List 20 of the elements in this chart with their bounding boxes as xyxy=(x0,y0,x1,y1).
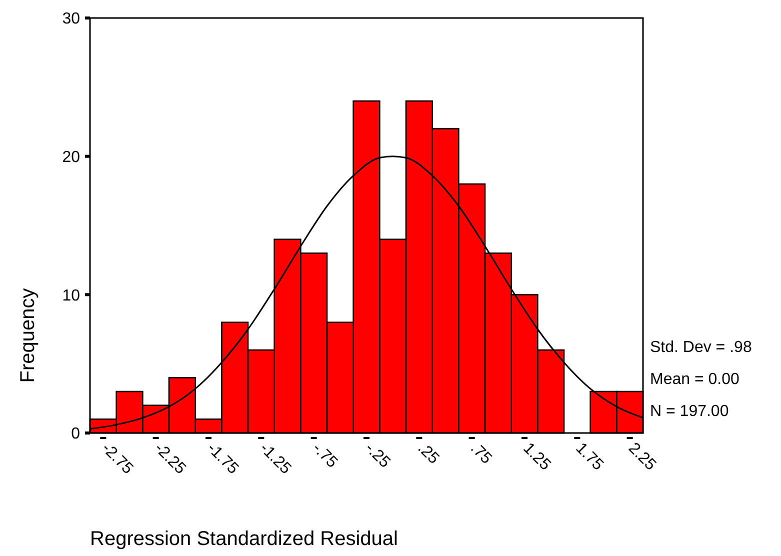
x-tick-label: -.25 xyxy=(362,440,394,472)
x-tick-label: 1.25 xyxy=(520,440,554,474)
x-tick-label: -.75 xyxy=(309,440,341,472)
x-tick-label: -1.75 xyxy=(204,440,242,478)
x-tick-label: -1.25 xyxy=(256,440,294,478)
x-tick-label: 2.25 xyxy=(625,440,660,474)
x-axis-title: Regression Standardized Residual xyxy=(90,528,398,550)
text: Std. Dev = .98 xyxy=(650,339,752,356)
text: Mean = 0.00 xyxy=(650,371,740,388)
y-tick-label: 20 xyxy=(62,148,80,166)
y-tick-label: 10 xyxy=(62,287,80,304)
y-axis-title: Frequency xyxy=(17,288,39,383)
x-tick-label: .75 xyxy=(467,440,495,468)
x-tick-label: .25 xyxy=(414,440,442,468)
y-tick-label: 30 xyxy=(62,10,80,28)
text: N = 197.00 xyxy=(650,403,729,420)
x-tick-label: -2.25 xyxy=(151,440,189,478)
x-tick-label: -2.75 xyxy=(98,440,136,478)
y-tick-label: 0 xyxy=(71,426,80,443)
x-tick-label: 1.75 xyxy=(572,440,606,474)
